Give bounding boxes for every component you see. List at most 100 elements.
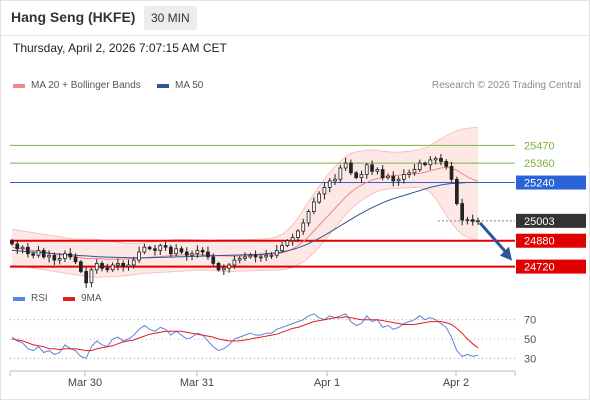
candle-body: [460, 203, 465, 221]
price-tag-25003: [516, 213, 586, 228]
candle-body: [407, 172, 412, 175]
candle-body: [158, 245, 163, 251]
candle-body: [465, 219, 470, 222]
rsi-swatch: [13, 296, 25, 301]
candle-body: [354, 172, 359, 179]
candle-body: [343, 162, 348, 169]
candle-body: [68, 253, 73, 258]
candle-body: [94, 262, 99, 271]
candle-body: [375, 169, 380, 172]
candle-body: [105, 267, 110, 271]
price-tag-24720: [516, 259, 586, 274]
candle-body: [370, 164, 374, 172]
candle-body: [290, 237, 295, 242]
candle-body: [142, 246, 147, 253]
rsi-series-9ma: [11, 316, 479, 352]
candle-body: [333, 178, 337, 182]
candle-body: [338, 167, 343, 180]
candle-body: [147, 246, 152, 250]
rsi-tick-30: 30: [524, 353, 536, 365]
forecast-arrow-shaft: [478, 221, 510, 256]
candle-body: [110, 264, 115, 271]
candle-body: [412, 169, 417, 174]
candle-body: [327, 180, 332, 188]
legend-ma50-label: MA 50: [175, 80, 204, 91]
legend-rsi-ma: 9MA: [63, 293, 102, 304]
candle-body: [84, 271, 88, 284]
candle-body: [41, 249, 46, 258]
candle-body: [131, 259, 136, 266]
header-bar: Hang Seng (HKFE) 30 MIN: [0, 0, 590, 36]
price-tag-25240: [516, 175, 586, 190]
candle-body: [79, 261, 83, 272]
candle-body: [364, 164, 369, 175]
candle-body: [423, 162, 427, 166]
candle-body: [280, 245, 284, 251]
candle-body: [63, 253, 67, 259]
price-label-25240: 25240: [524, 178, 555, 190]
candle-body: [433, 157, 438, 161]
candle-body: [195, 249, 200, 254]
candle-body: [52, 254, 57, 261]
candle-body: [449, 165, 454, 180]
candle-body: [190, 253, 194, 256]
candle-body: [137, 251, 141, 261]
legend-ma50: MA 50: [157, 80, 203, 91]
bollinger-band-area: [12, 127, 478, 278]
x-label-2: Apr 1: [314, 377, 340, 389]
candle-body: [221, 267, 226, 271]
rsi-series-rsi: [11, 313, 479, 359]
candle-body: [15, 243, 20, 250]
candle-body: [153, 248, 157, 251]
candle-body: [476, 220, 480, 223]
timeframe-badge[interactable]: 30 MIN: [144, 6, 197, 30]
candle-body: [116, 262, 120, 266]
candle-body: [89, 269, 94, 284]
bollinger-swatch: [13, 83, 25, 88]
candle-body: [227, 264, 231, 269]
rsi-tick-50: 50: [524, 334, 536, 346]
candle-body: [428, 159, 433, 166]
candle-body: [243, 256, 247, 259]
instrument-title: Hang Seng (HKFE): [11, 9, 136, 25]
candle-body: [296, 230, 300, 238]
legend-rsi-label: RSI: [31, 293, 48, 304]
ma50-swatch: [157, 83, 169, 88]
candle-body: [439, 157, 443, 162]
rsi-ma-swatch: [63, 296, 75, 301]
candle-body: [306, 211, 311, 224]
candle-body: [444, 161, 449, 167]
rsi-tick-70: 70: [524, 315, 536, 327]
legend-bollinger: MA 20 + Bollinger Bands: [13, 80, 141, 91]
candle-body: [311, 201, 316, 212]
candle-body: [269, 254, 274, 257]
candle-body: [253, 254, 258, 258]
candle-body: [36, 249, 41, 256]
candle-body: [174, 248, 178, 255]
price-label-25470: 25470: [524, 140, 555, 152]
candle-body: [25, 246, 30, 255]
candle-body: [126, 264, 131, 268]
candle-body: [100, 262, 104, 269]
candle-body: [20, 246, 25, 250]
candle-body: [359, 173, 364, 178]
candle-body: [396, 178, 401, 182]
candle-body: [417, 162, 422, 171]
price-label-24880: 24880: [524, 236, 555, 248]
legend-bollinger-label: MA 20 + Bollinger Bands: [31, 80, 141, 91]
x-label-3: Apr 2: [443, 377, 469, 389]
candle-body: [391, 175, 396, 182]
candle-body: [211, 256, 216, 264]
legend-rsi: RSI: [13, 293, 48, 304]
candle-body: [31, 253, 36, 256]
candle-body: [386, 175, 390, 179]
candle-body: [237, 258, 242, 261]
candle-body: [248, 254, 253, 258]
legend-rsi-ma-label: 9MA: [81, 293, 102, 304]
price-tag-24880: [516, 233, 586, 248]
candle-body: [470, 219, 475, 222]
candle-body: [163, 245, 168, 248]
candle-body: [380, 169, 385, 179]
candle-body: [264, 254, 269, 258]
